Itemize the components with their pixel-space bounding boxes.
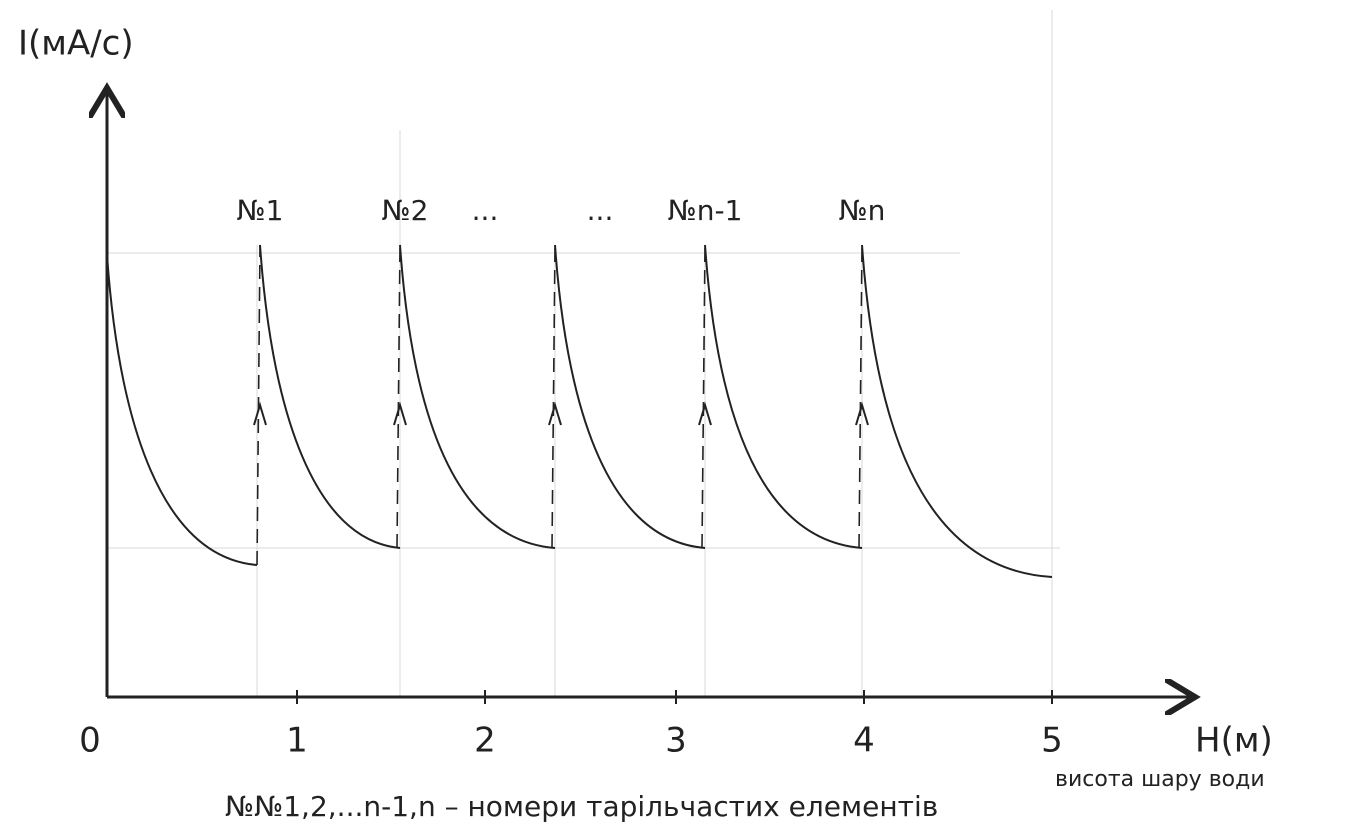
decay-curve [861,244,1053,578]
dashed-riser [256,244,261,566]
up-arrow [855,401,869,426]
dashed-riser [858,244,863,549]
x-tick-label: 4 [853,721,875,761]
element-label: №n-1 [668,194,743,227]
x-tick-label: 2 [474,721,496,761]
caption: №№1,2,...n-1,n – номери тарільчастих еле… [225,790,938,823]
x-tick-label: 1 [286,721,308,761]
up-arrow [698,401,712,426]
y-axis-label: I(мА/с) [18,24,134,64]
element-label: №1 [237,194,284,227]
element-label: ... [587,194,614,227]
element-label: ... [472,194,499,227]
decay-curve [554,244,706,549]
dashed-riser [396,244,401,549]
grid [107,10,1060,697]
element-label: №n [839,194,886,227]
decay-curve [106,254,258,566]
x-axis-label: H(м) [1195,721,1273,761]
x-tick-label: 0 [79,721,101,761]
x-tick-label: 3 [665,721,687,761]
decay-curve [399,244,556,549]
up-arrow [393,401,407,426]
decay-curve [704,244,863,549]
x-axis-note: висота шару води [1055,767,1265,792]
up-arrow [253,401,267,426]
curves [106,244,1053,578]
decay-curve [259,244,401,549]
dashed-riser [701,244,706,549]
element-label: №2 [382,194,429,227]
dashed-riser [551,244,556,549]
x-tick-label: 5 [1041,721,1063,761]
up-arrow [548,401,562,426]
